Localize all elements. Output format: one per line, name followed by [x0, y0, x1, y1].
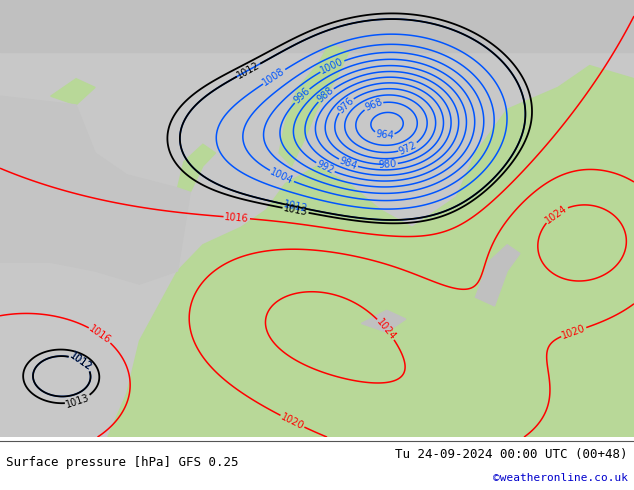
Text: 996: 996: [292, 86, 312, 106]
Text: 1000: 1000: [319, 56, 346, 76]
Text: 1012: 1012: [68, 350, 94, 372]
Text: 1016: 1016: [87, 323, 113, 346]
Text: 1012: 1012: [283, 199, 309, 214]
Text: Tu 24-09-2024 00:00 UTC (00+48): Tu 24-09-2024 00:00 UTC (00+48): [395, 447, 628, 461]
Text: 1013: 1013: [65, 392, 91, 410]
Text: 992: 992: [314, 159, 336, 176]
Text: Surface pressure [hPa] GFS 0.25: Surface pressure [hPa] GFS 0.25: [6, 456, 239, 469]
Text: 1013: 1013: [283, 203, 309, 218]
Bar: [0, 0, 634, 52]
Polygon shape: [279, 44, 349, 166]
Text: 968: 968: [363, 97, 384, 113]
Text: 1012: 1012: [235, 60, 262, 80]
Text: ©weatheronline.co.uk: ©weatheronline.co.uk: [493, 473, 628, 483]
Text: 988: 988: [316, 85, 336, 105]
Text: 976: 976: [335, 95, 356, 115]
Text: 1024: 1024: [375, 317, 398, 342]
Text: 984: 984: [338, 155, 359, 171]
Text: 964: 964: [375, 129, 394, 141]
Text: 1012: 1012: [68, 350, 94, 372]
Text: 980: 980: [378, 159, 397, 170]
Text: 1020: 1020: [279, 412, 306, 431]
Text: 1004: 1004: [269, 167, 295, 186]
Text: 972: 972: [398, 140, 418, 156]
Text: 1020: 1020: [560, 323, 587, 341]
Polygon shape: [51, 79, 95, 105]
Text: 1016: 1016: [224, 212, 249, 223]
Polygon shape: [0, 96, 190, 284]
Text: 1008: 1008: [261, 66, 287, 88]
Polygon shape: [361, 310, 406, 332]
Text: 1024: 1024: [543, 203, 569, 225]
Polygon shape: [108, 66, 634, 437]
Polygon shape: [476, 245, 520, 306]
Polygon shape: [178, 144, 216, 192]
